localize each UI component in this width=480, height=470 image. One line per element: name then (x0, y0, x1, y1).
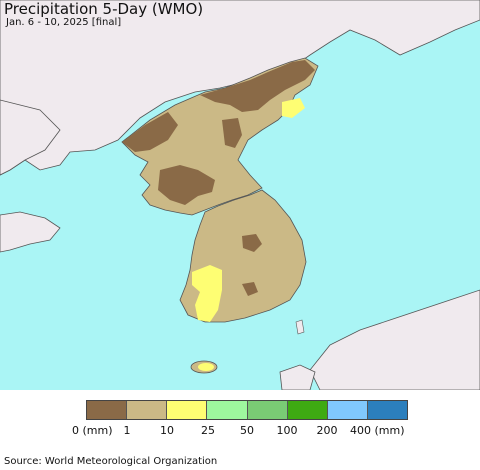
legend-label: 1 (123, 424, 131, 437)
legend-label: 50 (240, 424, 254, 437)
liaodong-peninsula (0, 99, 61, 176)
legend-label: 0 (mm) (72, 424, 113, 437)
legend-label: 200 (316, 424, 338, 437)
japan-honshu (309, 289, 480, 390)
nk-dry-west (122, 112, 178, 152)
nk-dry-east (222, 118, 242, 148)
legend-swatch-6 (327, 401, 368, 419)
japan-kyushu (279, 364, 316, 390)
legend-label: 10 (160, 424, 174, 437)
shandong-peninsula (0, 211, 61, 253)
legend-swatch-1 (127, 401, 168, 419)
precipitation-map (0, 0, 480, 390)
map-title: Precipitation 5-Day (WMO) (4, 0, 204, 18)
map-source: Source: World Meteorological Organizatio… (4, 456, 218, 467)
tsushima-island (295, 319, 305, 335)
sk-dry-south (242, 282, 258, 296)
legend-color-bar (86, 400, 408, 420)
legend-swatch-5 (287, 401, 328, 419)
map-subtitle: Jan. 6 - 10, 2025 [final] (6, 17, 122, 28)
jeju-wet (198, 363, 214, 371)
legend-swatch-7 (367, 401, 407, 419)
legend-label: 400 (mm) (350, 424, 405, 437)
sk-wet-southwest (192, 265, 222, 322)
nk-dry-north (200, 60, 315, 112)
legend-swatch-2 (167, 401, 208, 419)
legend-label: 25 (201, 424, 215, 437)
legend-swatch-0 (87, 401, 128, 419)
nk-dry-central (158, 165, 215, 205)
nk-wet-northeast (282, 98, 305, 118)
sk-dry-center (242, 234, 262, 252)
legend-swatch-4 (247, 401, 288, 419)
legend-label: 100 (276, 424, 298, 437)
legend-swatch-3 (207, 401, 248, 419)
